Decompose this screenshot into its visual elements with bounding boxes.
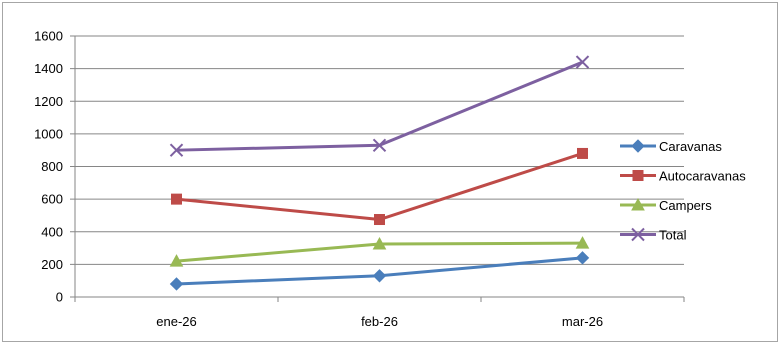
series-line bbox=[176, 152, 583, 222]
data-point bbox=[374, 214, 385, 226]
data-point bbox=[169, 143, 184, 157]
y-tick-label: 0 bbox=[56, 290, 63, 305]
grid-lines bbox=[75, 35, 684, 265]
series-autocaravanas bbox=[171, 147, 588, 226]
series-campers bbox=[169, 236, 590, 267]
legend-marker bbox=[631, 227, 645, 242]
data-point bbox=[575, 55, 590, 69]
legend-label: Caravanas bbox=[659, 139, 722, 154]
x-axis-ticks: ene-26 feb-26 mar-26 bbox=[156, 314, 603, 329]
y-tick-label: 600 bbox=[41, 192, 63, 207]
x-tick-label: feb-26 bbox=[361, 314, 398, 329]
legend-item-campers: Campers bbox=[620, 197, 712, 213]
y-tick-label: 800 bbox=[41, 159, 63, 174]
y-tick-label: 1200 bbox=[34, 94, 63, 109]
data-point bbox=[171, 193, 182, 205]
y-tick-label: 1400 bbox=[34, 61, 63, 76]
legend-label: Autocaravanas bbox=[659, 169, 746, 184]
series-caravanas bbox=[169, 251, 590, 291]
x-tick-label: mar-26 bbox=[562, 314, 603, 329]
legend-label: Total bbox=[659, 228, 687, 243]
legend-item-total: Total bbox=[620, 228, 687, 243]
data-point bbox=[169, 277, 184, 291]
y-tick-label: 1000 bbox=[34, 126, 63, 141]
data-point bbox=[372, 269, 387, 283]
y-axis-ticks: 0 200 400 600 800 1000 1200 1400 1600 bbox=[34, 29, 63, 305]
legend-marker bbox=[631, 197, 645, 211]
series-line bbox=[176, 60, 584, 152]
axes bbox=[70, 35, 685, 302]
series-total bbox=[169, 55, 590, 157]
series-lines bbox=[169, 55, 590, 291]
legend-marker bbox=[631, 139, 645, 153]
legend-label: Campers bbox=[659, 198, 712, 213]
x-tick-label: ene-26 bbox=[156, 314, 196, 329]
y-tick-label: 400 bbox=[41, 224, 63, 239]
chart-frame bbox=[2, 2, 778, 342]
y-tick-label: 200 bbox=[41, 257, 63, 272]
data-point bbox=[169, 254, 184, 267]
data-point bbox=[577, 147, 588, 159]
legend: Caravanas Autocaravanas Campers Total bbox=[620, 139, 746, 243]
data-point bbox=[372, 236, 387, 250]
data-point bbox=[575, 236, 590, 249]
legend-marker bbox=[632, 170, 644, 181]
legend-item-autocaravanas: Autocaravanas bbox=[620, 169, 746, 184]
y-tick-label: 1600 bbox=[34, 29, 63, 44]
legend-item-caravanas: Caravanas bbox=[620, 139, 722, 154]
data-point bbox=[372, 138, 387, 153]
data-point bbox=[575, 251, 590, 265]
